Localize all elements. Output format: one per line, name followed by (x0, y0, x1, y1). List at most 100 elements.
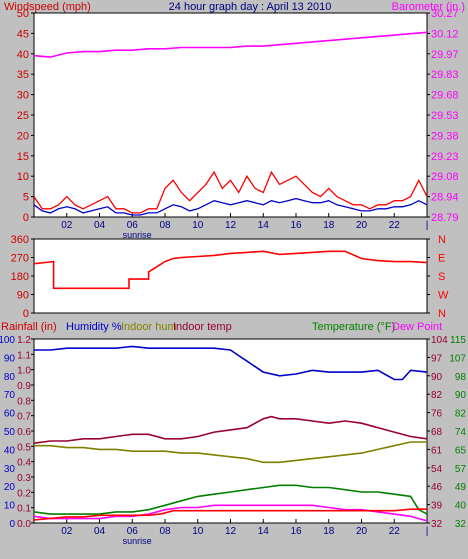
indoor-temp-tick-label: 82 (431, 390, 443, 401)
time-axis-top-tick-label: 14 (258, 220, 270, 231)
compass-axis-tick-label: W (438, 290, 449, 302)
compass-axis-tick-label: S (438, 271, 445, 283)
temperature-tick-label: 40 (455, 501, 467, 512)
time-axis-bottom-tick-label: 08 (159, 526, 171, 537)
indoor-hum-line (34, 441, 427, 464)
barometer-axis-tick-label: 29.68 (431, 90, 459, 102)
rainfall-tick-label: 0.6 (17, 427, 31, 438)
windspeed-axis-tick-label: 30 (17, 90, 29, 102)
indoor-temp-tick-label: 76 (431, 409, 443, 420)
time-axis-top-tick-label: 18 (323, 220, 335, 231)
humidity-tick-label: 70 (4, 390, 16, 401)
indoor-temp-tick-label: 97 (431, 353, 443, 364)
barometer-axis-tick-label: 29.53 (431, 110, 459, 122)
wind-average-line (33, 197, 428, 216)
time-axis-bottom-tick-label: 12 (225, 526, 237, 537)
windspeed-axis-tick-label: 10 (17, 171, 29, 183)
barometer-axis-tick-label: 29.38 (431, 130, 459, 142)
windspeed-axis-tick-label: 5 (23, 192, 29, 204)
windspeed-axis-tick-label: 40 (17, 49, 29, 61)
windspeed-axis-label: Windspeed (mph) (4, 1, 91, 13)
humidity-tick-label: 30 (4, 464, 16, 475)
rainfall-tick-label: 1.1 (17, 350, 31, 361)
windspeed-axis-tick-label: 35 (17, 69, 29, 81)
time-axis-top-tick-label: 16 (290, 220, 302, 231)
compass-axis-tick-label: N (438, 308, 446, 320)
indoor-temp-tick-label: 90 (431, 372, 443, 383)
humidity-tick-label: 20 (4, 482, 16, 493)
time-axis-top-tick-label: 12 (225, 220, 237, 231)
compass-axis-tick-label: E (438, 253, 445, 265)
indoor-temp-tick-label: 46 (431, 482, 443, 493)
time-axis-top-tick-label: | (426, 220, 429, 231)
dew-point-label: Dew Point (392, 321, 442, 333)
time-axis-bottom-tick-label: 04 (94, 526, 106, 537)
rainfall-tick-label: 0.9 (17, 381, 31, 392)
direction-axis-tick-label: 90 (17, 290, 29, 302)
barometer-axis-tick-label: 29.83 (431, 69, 459, 81)
wind-gust-line (33, 170, 428, 214)
time-axis-top-tick-label: 10 (192, 220, 204, 231)
compass-axis-tick-label: N (438, 234, 446, 246)
temperature-tick-label: 107 (449, 353, 466, 364)
direction-axis-tick-label: 270 (11, 253, 29, 265)
temperature-tick-label: 90 (455, 390, 467, 401)
time-axis-top-tick-label: 08 (159, 220, 171, 231)
windspeed-axis-tick-label: 20 (17, 130, 29, 142)
direction-axis-tick-label: 360 (11, 234, 29, 246)
time-axis-bottom-tick-label: 22 (389, 526, 401, 537)
windspeed-axis-tick-label: 50 (17, 8, 29, 20)
temperature-label: Temperature (°F) (312, 321, 395, 333)
barometer-axis-tick-label: 28.79 (431, 212, 459, 224)
time-axis-bottom-tick-label: 02 (61, 526, 73, 537)
temp-hum-plot-area (33, 338, 428, 524)
barometer-axis-tick-label: 30.12 (431, 28, 459, 40)
humidity-tick-label: 10 (4, 501, 16, 512)
indoor-temp-tick-label: 104 (431, 335, 448, 346)
humidity-line (34, 345, 428, 381)
wind-direction-line (33, 250, 428, 290)
rainfall-tick-label: 0.1 (17, 504, 31, 515)
humidity-tick-label: 0 (9, 519, 15, 530)
temperature-line (33, 484, 428, 515)
time-axis-bottom-tick-label: 06 (127, 526, 139, 537)
time-axis-bottom-tick-label: 20 (356, 526, 368, 537)
time-axis-bottom-tick-label: 10 (192, 526, 204, 537)
direction-axis-tick-label: 0 (23, 308, 29, 320)
time-axis-top-tick-label: 02 (61, 220, 73, 231)
indoor-temp-label: Indoor temp (173, 321, 232, 333)
indoor-temp-tick-label: 32 (431, 519, 443, 530)
sunrise-label: sunrise (123, 536, 152, 546)
humidity-tick-label: 50 (4, 427, 16, 438)
humidity-tick-label: 40 (4, 445, 16, 456)
windspeed-axis-tick-label: 45 (17, 28, 29, 40)
barometer-line (33, 31, 428, 58)
time-axis-top-tick-label: 20 (356, 220, 368, 231)
indoor-temp-tick-label: 54 (431, 464, 443, 475)
rainfall-tick-label: 0.2 (17, 488, 31, 499)
humidity-tick-label: 90 (4, 353, 16, 364)
rainfall-tick-label: 0.5 (17, 442, 31, 453)
barometer-axis-label: Barometer (in.) (392, 1, 465, 13)
indoor-temp-tick-label: 68 (431, 427, 443, 438)
indoor-temp-tick-label: 39 (431, 501, 443, 512)
direction-plot-area (33, 238, 428, 314)
temperature-tick-label: 98 (455, 372, 467, 383)
temperature-tick-label: 115 (450, 335, 466, 346)
temperature-tick-label: 74 (455, 427, 467, 438)
windspeed-axis-tick-label: 25 (17, 110, 29, 122)
rainfall-tick-label: 1.2 (17, 335, 31, 346)
barometer-axis-tick-label: 29.08 (431, 171, 459, 183)
direction-axis-tick-label: 180 (11, 271, 29, 283)
rainfall-tick-label: 0.8 (17, 396, 31, 407)
temperature-tick-label: 57 (455, 464, 467, 475)
humidity-tick-label: 60 (4, 409, 16, 420)
rainfall-tick-label: 0.3 (17, 473, 31, 484)
humidity-tick-label: 80 (4, 372, 16, 383)
time-axis-top-tick-label: 04 (94, 220, 106, 231)
dew-point-line (33, 504, 428, 522)
temperature-tick-label: 49 (455, 482, 467, 493)
rainfall-tick-label: 0.0 (17, 519, 31, 530)
time-axis-bottom-tick-label: 18 (323, 526, 335, 537)
sunrise-label: sunrise (123, 230, 152, 240)
